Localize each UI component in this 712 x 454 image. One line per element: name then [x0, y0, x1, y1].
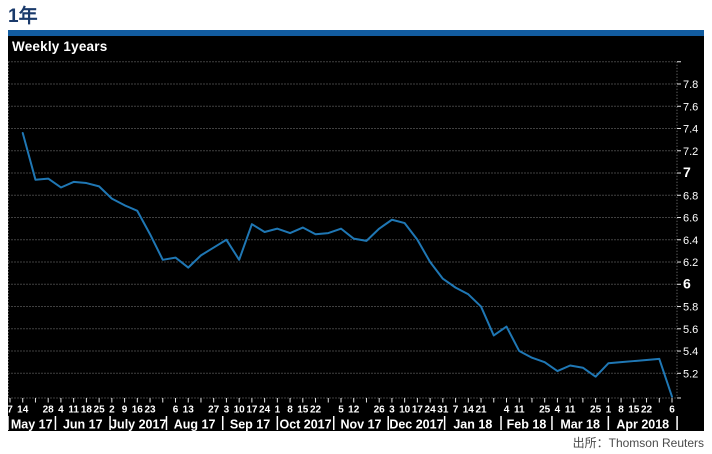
x-day-label: 22 — [641, 405, 653, 416]
month-separator — [676, 416, 678, 430]
y-tick-label: 5.8 — [683, 302, 698, 314]
price-line — [21, 131, 674, 398]
y-tick-label: 6.6 — [683, 213, 698, 225]
x-day-label: 9 — [122, 405, 128, 416]
x-day-label: 25 — [539, 405, 551, 416]
y-tick-label: 6.8 — [683, 190, 698, 202]
chart-title: Weekly 1years — [12, 39, 108, 54]
x-day-label: 31 — [437, 405, 449, 416]
x-day-label: 1 — [275, 405, 281, 416]
x-day-label: 16 — [132, 405, 144, 416]
x-day-label: 22 — [310, 405, 322, 416]
x-day-label: 5 — [338, 405, 344, 416]
x-day-label: 10 — [234, 405, 246, 416]
x-day-label: 4 — [58, 405, 64, 416]
month-separator — [551, 416, 553, 430]
y-tick-label: 7 — [683, 164, 691, 180]
x-day-label: 18 — [81, 405, 93, 416]
month-separator — [109, 416, 111, 430]
y-tick-label: 5.4 — [683, 346, 698, 358]
x-day-label: 14 — [463, 405, 475, 416]
price-line-chart: 7.87.67.47.276.86.66.46.265.85.65.45.27 1… — [8, 61, 698, 432]
source-attribution: 出所：Thomson Reuters — [572, 436, 704, 450]
y-tick-label: 7.8 — [683, 79, 698, 91]
month-separator — [443, 416, 446, 430]
month-label: Dec 2017 — [389, 418, 443, 432]
x-day-label: 14 — [17, 405, 29, 416]
y-tick-label: 7.2 — [683, 146, 698, 158]
x-day-label: 28 — [43, 405, 55, 416]
accent-bar — [8, 30, 704, 36]
x-day-label: 24 — [259, 405, 271, 416]
x-day-label: 7 — [8, 405, 13, 416]
y-tick-label: 6.2 — [683, 257, 698, 269]
chart-panel: Weekly 1years 7.8 7.6 7.4 7.2 7 6.8 6.6 6.4 6.2 6… — [8, 30, 704, 431]
month-label: May 17 — [11, 418, 53, 432]
x-day-label: 27 — [208, 405, 220, 416]
y-tick-label: 5.6 — [683, 324, 698, 336]
month-separator — [607, 416, 610, 430]
x-day-label: 3 — [224, 405, 230, 416]
y-tick-label: 7.6 — [683, 101, 698, 113]
x-day-label: 25 — [94, 405, 106, 416]
x-day-label: 3 — [389, 405, 395, 416]
x-day-label: 8 — [618, 405, 624, 416]
month-separator — [221, 416, 224, 430]
y-tick-label: 6 — [683, 275, 691, 291]
page-title: 1年 — [8, 6, 38, 27]
month-label: Apr 2018 — [616, 418, 669, 432]
x-day-label: 23 — [144, 405, 156, 416]
x-day-label: 17 — [246, 405, 258, 416]
x-day-label: 6 — [669, 405, 675, 416]
x-day-label: 6 — [173, 405, 179, 416]
x-day-label: 11 — [514, 405, 525, 416]
month-label: Jan 18 — [453, 418, 492, 432]
x-day-label: 21 — [475, 405, 487, 416]
month-separator — [276, 416, 279, 430]
x-day-label: 11 — [565, 405, 576, 416]
y-tick-label: 5.2 — [683, 368, 698, 380]
x-day-label: 24 — [425, 405, 437, 416]
x-day-label: 11 — [68, 405, 79, 416]
month-label: Feb 18 — [507, 418, 547, 432]
month-label: July 2017 — [110, 418, 166, 432]
x-day-label: 17 — [412, 405, 424, 416]
x-day-label: 4 — [555, 405, 561, 416]
x-day-label: 15 — [297, 405, 309, 416]
month-label: Jun 17 — [63, 418, 103, 432]
x-day-label: 13 — [183, 405, 195, 416]
month-label: Sep 17 — [230, 418, 270, 432]
month-label: Oct 2017 — [279, 418, 331, 432]
y-tick-label: 7.4 — [683, 124, 698, 136]
month-separator — [165, 416, 168, 430]
x-day-label: 10 — [399, 405, 411, 416]
x-day-label: 15 — [628, 405, 640, 416]
x-day-label: 7 — [453, 405, 459, 416]
month-label: Nov 17 — [340, 418, 381, 432]
y-tick-label: 6.4 — [683, 235, 698, 247]
x-day-label: 25 — [590, 405, 602, 416]
month-separator — [500, 416, 502, 430]
x-day-label: 2 — [109, 405, 115, 416]
month-label: Mar 18 — [560, 418, 600, 432]
x-day-label: 4 — [504, 405, 510, 416]
x-day-label: 1 — [606, 405, 612, 416]
month-separator — [54, 416, 57, 430]
month-separator — [387, 416, 389, 430]
month-separator — [332, 416, 335, 430]
x-day-label: 12 — [348, 405, 360, 416]
x-day-label: 8 — [287, 405, 293, 416]
x-day-label: 26 — [374, 405, 386, 416]
month-separator — [8, 416, 9, 430]
month-label: Aug 17 — [174, 418, 216, 432]
